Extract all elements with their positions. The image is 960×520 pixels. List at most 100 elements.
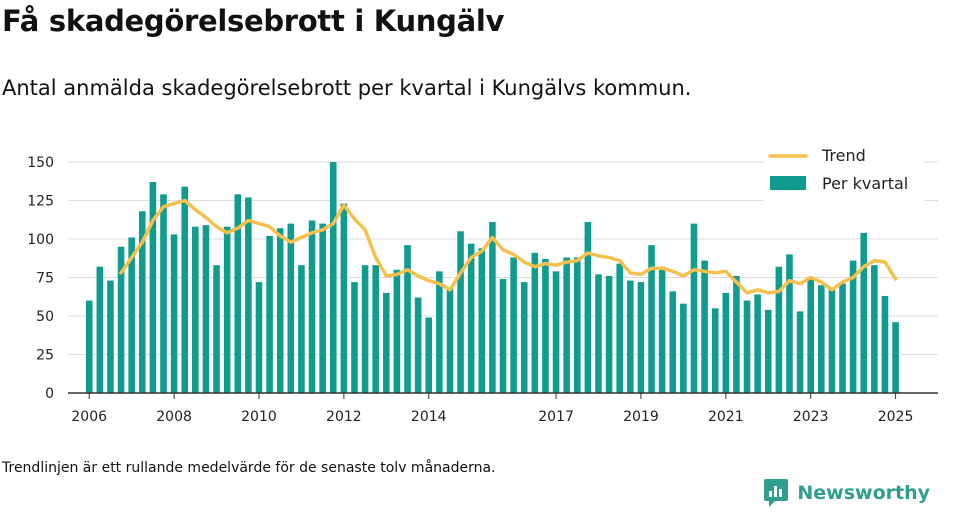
- legend: Trend Per kvartal: [764, 142, 924, 202]
- bar: [563, 257, 570, 393]
- bar: [489, 222, 496, 393]
- bar: [436, 271, 443, 393]
- bar: [722, 292, 730, 393]
- bar: [170, 234, 178, 393]
- bar: [308, 220, 316, 393]
- bar: [860, 232, 868, 393]
- bar: [499, 279, 507, 393]
- bar: [542, 259, 549, 393]
- bar: [510, 257, 517, 393]
- x-tick-label: 2025: [878, 409, 914, 425]
- bar: [213, 265, 220, 393]
- y-tick-label: 25: [36, 348, 54, 364]
- bar: [743, 300, 751, 393]
- bar: [266, 235, 273, 393]
- legend-background: [764, 142, 924, 202]
- y-tick-label: 50: [36, 309, 54, 325]
- bar: [393, 269, 401, 393]
- bar: [680, 303, 687, 393]
- bar: [627, 280, 634, 393]
- bar: [383, 292, 390, 393]
- legend-bar-label: Per kvartal: [822, 174, 908, 193]
- x-tick-label: 2019: [623, 409, 659, 425]
- bar: [701, 260, 708, 393]
- bar-chart: 0 25 50 75 100 125 150 2006 2008 2010 2012 2014 201…: [27, 142, 938, 425]
- y-tick-label: 75: [36, 271, 54, 287]
- bar: [520, 282, 528, 393]
- bar: [223, 226, 231, 393]
- bar: [881, 295, 889, 393]
- x-tick-label: 2012: [326, 409, 362, 425]
- bar: [181, 186, 188, 393]
- x-tick-label: 2023: [793, 409, 829, 425]
- y-tick-label: 150: [27, 155, 54, 171]
- bar: [690, 223, 698, 393]
- newsworthy-logo-icon: [764, 479, 789, 507]
- bar: [828, 288, 836, 393]
- x-tick-label: 2006: [71, 409, 107, 425]
- bar: [372, 265, 379, 393]
- bar: [775, 266, 783, 393]
- chart-subtitle: Antal anmälda skadegörelsebrott per kvar…: [2, 76, 692, 100]
- x-tick-label: 2017: [538, 409, 574, 425]
- bar: [584, 222, 592, 393]
- bar: [425, 317, 433, 393]
- bar: [711, 308, 719, 393]
- bar: [446, 288, 454, 393]
- bar: [605, 275, 613, 393]
- bar: [361, 265, 369, 393]
- bar: [467, 243, 475, 393]
- y-tick-label: 0: [45, 386, 54, 402]
- bar-series: [85, 162, 899, 393]
- bar: [658, 266, 666, 393]
- bar: [255, 282, 263, 393]
- bar: [786, 254, 793, 393]
- bar: [85, 300, 93, 393]
- bar: [234, 194, 242, 393]
- bar: [764, 309, 772, 393]
- x-tick-label: 2021: [708, 409, 744, 425]
- bar: [478, 248, 486, 393]
- bar: [457, 231, 464, 393]
- bar: [329, 162, 337, 393]
- brand-name: Newsworthy: [797, 482, 930, 504]
- bar: [839, 283, 846, 393]
- bar: [733, 275, 740, 393]
- bar: [637, 282, 645, 393]
- bar: [319, 223, 326, 393]
- x-axis-tick-labels: 2006 2008 2010 2012 2014 2017 2019 2021 2023 2025: [71, 393, 913, 425]
- bar: [128, 237, 135, 393]
- x-tick-label: 2008: [156, 409, 192, 425]
- bar: [892, 322, 899, 393]
- bar: [669, 291, 677, 393]
- bar: [192, 226, 199, 393]
- grid-lines: [68, 161, 938, 355]
- bar: [287, 223, 295, 393]
- bar: [552, 271, 560, 393]
- bar: [754, 294, 761, 393]
- bar: [160, 194, 167, 393]
- bar: [340, 203, 348, 393]
- footnote: Trendlinjen är ett rullande medelvärde f…: [2, 460, 496, 476]
- y-tick-label: 125: [27, 194, 54, 210]
- bar: [276, 228, 284, 393]
- bar: [298, 265, 305, 393]
- legend-trend-label: Trend: [821, 146, 866, 165]
- bar: [117, 246, 125, 393]
- bar: [404, 245, 411, 393]
- chart-title: Få skadegörelsebrott i Kungälv: [2, 4, 505, 38]
- bar: [149, 182, 157, 393]
- bar: [138, 211, 146, 393]
- y-tick-label: 100: [27, 232, 54, 248]
- bar: [414, 297, 422, 393]
- x-tick-label: 2010: [241, 409, 277, 425]
- bar: [595, 274, 602, 393]
- bar: [245, 197, 252, 393]
- bar: [573, 257, 581, 393]
- bar: [96, 266, 104, 393]
- bar: [871, 265, 878, 393]
- bar: [107, 280, 114, 393]
- legend-bar-swatch: [770, 176, 806, 190]
- bar: [202, 225, 210, 393]
- trend-line: [119, 198, 898, 295]
